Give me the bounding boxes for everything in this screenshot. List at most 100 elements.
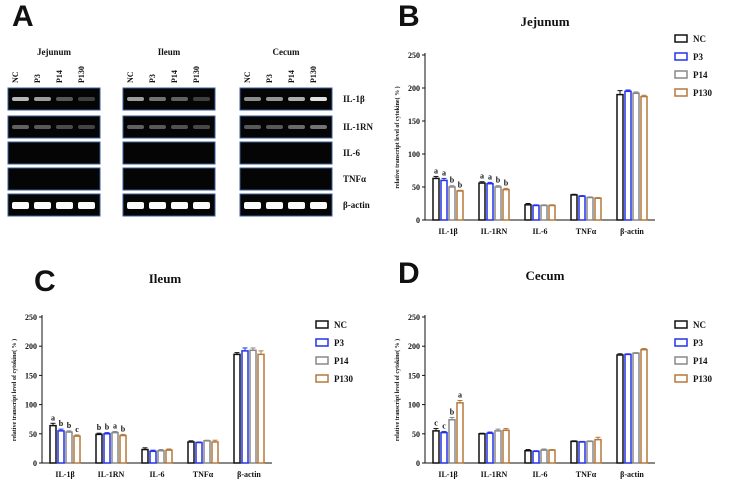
- gel-band: [56, 125, 73, 129]
- legend-label: P14: [334, 356, 349, 366]
- bar: [440, 431, 448, 464]
- y-tick-label: 50: [29, 430, 37, 439]
- y-tick-label: 0: [33, 459, 37, 468]
- gel-band: [78, 97, 95, 101]
- gel-band: [288, 125, 305, 129]
- gel-band: [78, 125, 95, 129]
- significance-label: c: [75, 425, 79, 434]
- gel-lane-label: P3: [148, 74, 157, 83]
- significance-label: c: [442, 421, 446, 430]
- significance-label: a: [480, 172, 484, 181]
- gel-band: [127, 125, 144, 129]
- y-tick-label: 150: [408, 117, 420, 126]
- gel-band: [244, 202, 261, 209]
- x-tick-label: IL-1β: [55, 470, 74, 479]
- gel-band: [171, 97, 188, 101]
- gel-strip: [239, 193, 333, 217]
- x-tick-label: TNFα: [576, 227, 597, 236]
- gel-strip: [122, 87, 216, 111]
- legend-swatch: [674, 356, 688, 365]
- gel-strip: [7, 115, 101, 139]
- bar: [502, 429, 510, 464]
- x-tick-label: IL-1β: [438, 227, 457, 236]
- significance-label: a: [458, 391, 462, 400]
- gel-lane-label: P130: [77, 66, 86, 83]
- gel-band: [12, 125, 29, 129]
- x-tick-label: β-actin: [620, 227, 644, 236]
- y-tick-label: 150: [25, 371, 37, 380]
- y-tick-label: 50: [412, 430, 420, 439]
- gel-band: [266, 202, 283, 209]
- significance-label: b: [59, 419, 64, 428]
- legend-swatch: [674, 320, 688, 329]
- gel-gene-label: IL-6: [343, 148, 361, 158]
- legend-swatch: [674, 34, 688, 43]
- gel-band: [244, 125, 261, 129]
- gel-band: [34, 97, 51, 101]
- bar: [586, 440, 594, 464]
- gel-gene-label: IL-1RN: [343, 122, 374, 132]
- y-tick-label: 100: [408, 401, 420, 410]
- significance-label: b: [97, 423, 102, 432]
- y-tick-label: 0: [416, 459, 420, 468]
- legend-label: P3: [693, 338, 703, 348]
- legend-swatch: [674, 338, 688, 347]
- y-axis-label: relative transcript level of cytokine( %…: [11, 339, 18, 441]
- panel-letter-c: C: [34, 265, 56, 298]
- gel-strip: [7, 193, 101, 217]
- y-tick-label: 250: [25, 313, 37, 322]
- gel-lane-label: P130: [309, 66, 318, 83]
- gel-strip: [239, 87, 333, 111]
- gel-strip: [7, 167, 101, 191]
- y-tick-label: 100: [25, 401, 37, 410]
- y-tick-label: 200: [408, 84, 420, 93]
- x-tick-label: IL-1RN: [481, 227, 508, 236]
- gel-band: [310, 97, 327, 101]
- gel-lane-label: P14: [287, 70, 296, 83]
- gel-band: [266, 97, 283, 101]
- gel-tissue-label: Jejunum: [37, 47, 72, 57]
- gel-band: [149, 97, 166, 101]
- significance-label: b: [105, 423, 110, 432]
- gel-band: [78, 202, 95, 209]
- gel-band: [266, 125, 283, 129]
- x-tick-label: β-actin: [620, 470, 644, 479]
- y-tick-label: 200: [408, 342, 420, 351]
- legend-label: P14: [693, 356, 708, 366]
- y-tick-label: 250: [408, 51, 420, 60]
- chart-title: Jejunum: [520, 14, 569, 29]
- y-axis-label: relative transcript level of cytokine( %…: [394, 339, 401, 441]
- significance-label: b: [504, 178, 509, 187]
- bar: [494, 430, 502, 464]
- gel-band: [127, 202, 144, 209]
- bar: [624, 353, 632, 464]
- legend-swatch: [674, 52, 688, 61]
- gel-lane-label: NC: [11, 71, 20, 83]
- y-tick-label: 200: [25, 342, 37, 351]
- bar: [548, 449, 556, 464]
- gel-band: [12, 97, 29, 101]
- gel-band: [56, 97, 73, 101]
- legend-label: NC: [334, 320, 347, 330]
- gel-band: [193, 202, 210, 209]
- y-axis-label: relative transcript level of cytokine( %…: [394, 86, 401, 188]
- legend-label: P3: [334, 338, 344, 348]
- gel-strip: [122, 115, 216, 139]
- significance-label: a: [51, 413, 55, 422]
- legend-swatch: [674, 88, 688, 97]
- gel-band: [193, 125, 210, 129]
- gel-strip: [239, 115, 333, 139]
- gel-band: [310, 125, 327, 129]
- gel-band: [193, 97, 210, 101]
- legend-swatch: [315, 356, 329, 365]
- x-tick-label: IL-6: [532, 470, 547, 479]
- gel-band: [56, 202, 73, 209]
- bar: [616, 354, 624, 464]
- legend-label: P130: [693, 88, 712, 98]
- gel-lane-label: P14: [170, 70, 179, 83]
- gel-gene-label: IL-1β: [343, 94, 365, 104]
